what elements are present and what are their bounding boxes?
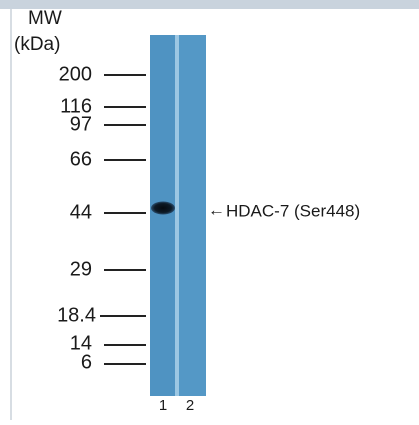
page: {"header": {"title": "MW", "unit": "(kDa… [0,0,419,420]
top-border [0,0,419,9]
annotation-arrow: ← [208,200,225,219]
left-border [10,9,12,420]
lane [179,35,206,396]
western-blot-figure: MW (kDa) 200 116 97 66 44 29 18.4 14 6 1… [0,0,419,420]
marker-label: 97 [70,113,92,135]
mw-title: MW [28,8,62,29]
marker-label: 200 [59,63,92,85]
lane-gap [175,35,179,396]
lane [150,35,175,396]
marker-label: 44 [70,201,92,223]
marker-label: 66 [70,148,92,170]
marker-label: 6 [81,351,92,373]
marker-label: 18.4 [57,304,96,326]
mw-unit: (kDa) [14,34,60,55]
marker-label: 29 [70,258,92,280]
protein-band [151,202,175,215]
annotation-label: HDAC-7 (Ser448) [226,201,360,220]
lane-number: 2 [186,397,194,414]
lane-number: 1 [159,397,167,414]
